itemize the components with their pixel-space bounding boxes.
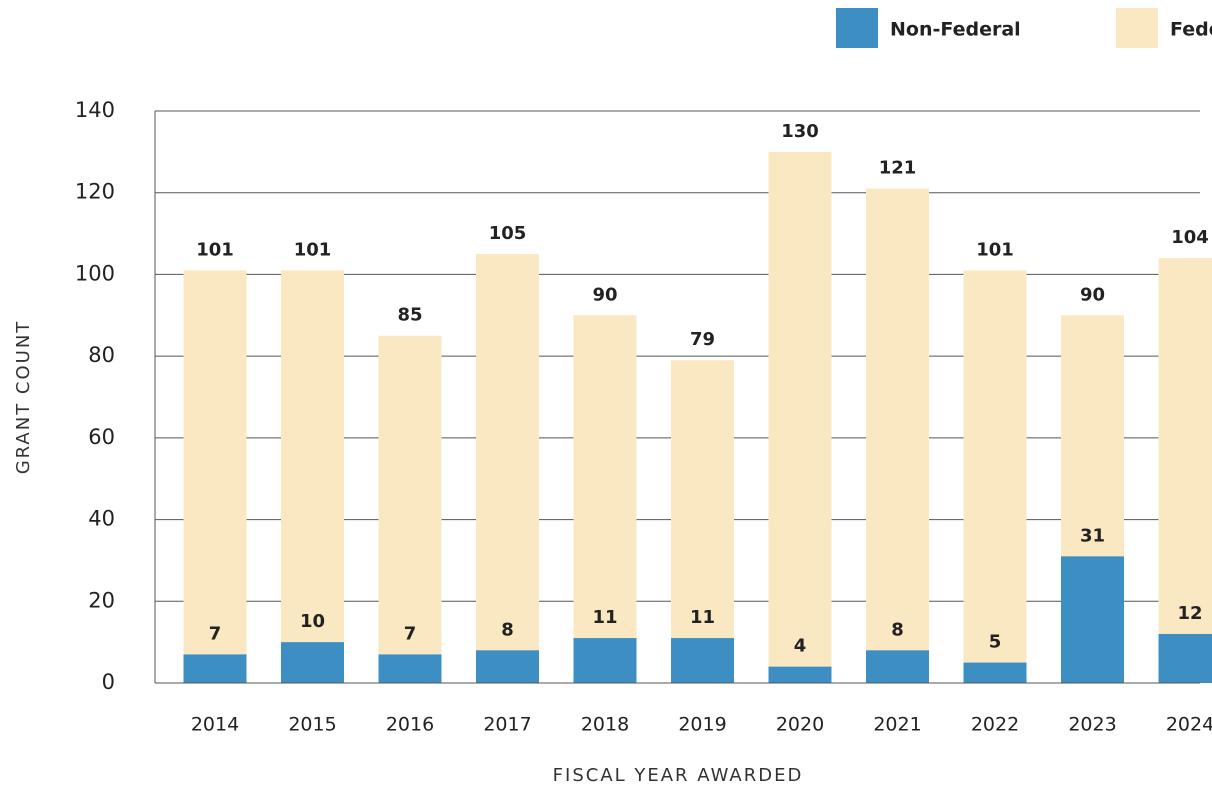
x-tick-label: 2023 [1068,714,1116,736]
bar [573,315,637,683]
bar [1061,556,1124,683]
bar [476,650,539,683]
data-label: 101 [294,239,332,260]
y-tick-label: 80 [88,343,115,367]
data-label: 101 [196,239,234,260]
data-label: 121 [879,158,917,179]
x-tick-label: 2015 [288,714,336,736]
legend-label: Non-Federal [890,19,1021,41]
y-tick-label: 60 [88,425,115,449]
data-label: 90 [1080,284,1105,305]
y-tick-label: 0 [102,670,115,694]
bar [378,654,442,683]
y-tick-label: 120 [75,180,115,204]
bar [963,270,1027,683]
bar [768,666,832,683]
bar [476,254,539,683]
data-label: 10 [300,611,325,632]
x-tick-label: 2024 [1166,714,1212,736]
data-label: 12 [1177,603,1202,624]
data-label: 105 [489,223,527,244]
bar [378,335,442,683]
data-label: 85 [397,305,422,326]
bar [963,662,1027,683]
data-label: 8 [891,619,904,640]
bar [866,650,929,683]
bar [671,360,734,683]
legend-swatch [836,8,878,48]
bar [183,270,247,683]
x-tick-label: 2022 [971,714,1019,736]
bar [573,638,637,683]
data-label: 7 [404,623,417,644]
y-axis-title: GRANT COUNT [13,320,34,475]
legend-swatch [1116,8,1158,48]
data-label: 4 [794,636,807,657]
bar [1158,633,1212,683]
x-axis-title: FISCAL YEAR AWARDED [553,765,804,786]
y-tick-label: 40 [88,507,115,531]
data-label: 79 [690,329,715,350]
x-tick-label: 2019 [678,714,726,736]
bar [866,188,929,683]
y-tick-label: 20 [88,588,115,612]
bar [1158,258,1212,683]
x-tick-label: 2021 [873,714,921,736]
data-label: 8 [501,619,514,640]
bar [768,151,832,683]
y-tick-label: 140 [75,98,115,122]
bar [671,638,734,683]
data-label: 104 [1171,227,1209,248]
data-label: 31 [1080,525,1105,546]
legend-label: Federal [1170,19,1212,41]
data-label: 7 [209,623,222,644]
y-tick-label: 100 [75,261,115,285]
x-tick-label: 2018 [581,714,629,736]
x-tick-label: 2017 [483,714,531,736]
x-tick-label: 2014 [191,714,239,736]
bar [183,654,247,683]
x-tick-label: 2016 [386,714,434,736]
data-label: 11 [690,607,715,628]
bar [281,270,344,683]
data-label: 11 [592,607,617,628]
x-tick-label: 2020 [776,714,824,736]
data-label: 90 [592,284,617,305]
data-label: 130 [781,121,819,142]
bar [281,642,344,683]
data-label: 101 [976,239,1014,260]
data-label: 5 [989,632,1002,653]
